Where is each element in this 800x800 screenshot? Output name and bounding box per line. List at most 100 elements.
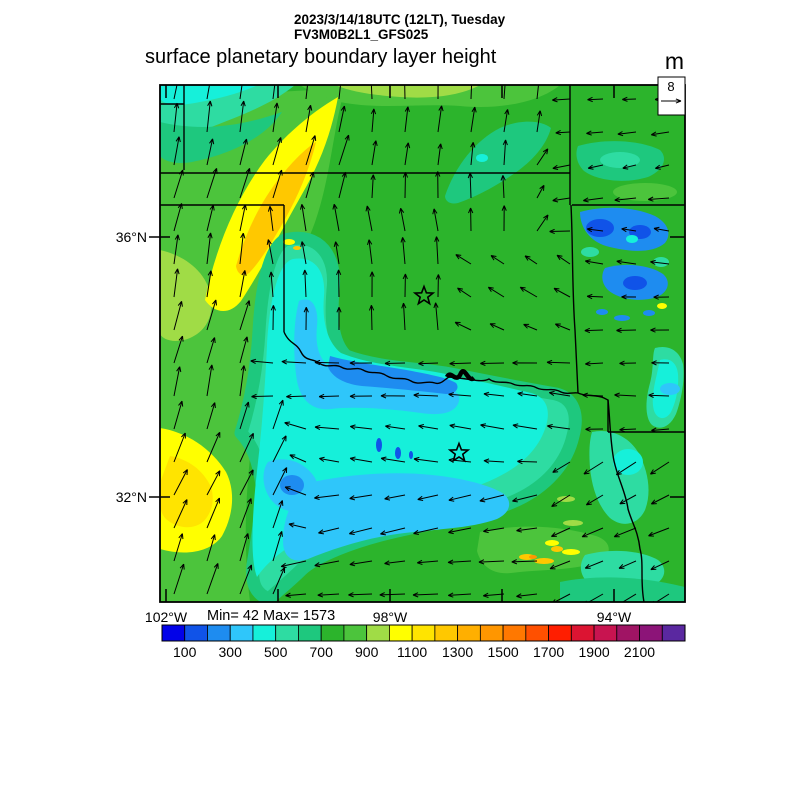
colorbar-tick-label: 300 <box>219 644 243 660</box>
wind-arrow-icon <box>349 527 373 535</box>
wind-arrow-icon <box>437 85 439 100</box>
wind-arrow-icon <box>348 592 373 598</box>
wind-arrow-icon <box>370 108 377 133</box>
wind-arrow-icon <box>524 255 538 265</box>
wind-arrow-icon <box>470 85 473 100</box>
wind-arrow-icon <box>272 435 287 463</box>
wind-arrow-icon <box>365 205 373 232</box>
wind-arrow-icon <box>650 131 670 137</box>
wind-arrow-icon <box>284 421 307 430</box>
wind-arrow-icon <box>448 527 472 535</box>
wind-arrow-icon <box>585 426 604 432</box>
wind-arrow-icon <box>555 129 571 136</box>
colorbar-tick-label: 900 <box>355 644 379 660</box>
wind-arrow-icon <box>349 494 373 501</box>
wind-arrow-icon <box>272 102 279 133</box>
state-border-line <box>607 399 645 602</box>
lon-label: 98°W <box>373 609 408 625</box>
wind-arrow-icon <box>272 137 282 166</box>
wind-arrow-icon <box>384 560 406 566</box>
pbl-fill-region-bottom-seagreen <box>560 577 685 602</box>
wind-arrow-icon <box>206 431 221 463</box>
wind-arrow-icon <box>584 259 604 265</box>
wind-arrow-icon <box>551 527 571 537</box>
map-area <box>149 84 686 603</box>
wind-arrow-icon <box>586 130 604 136</box>
pbl-fill-spot <box>596 309 608 315</box>
wind-arrow-icon <box>511 559 538 565</box>
wind-arrow-icon <box>553 287 571 298</box>
wind-arrow-icon <box>239 138 248 166</box>
wind-arrow-icon <box>622 96 637 102</box>
lat-label: 32°N <box>116 489 147 505</box>
wind-arrow-icon <box>619 494 637 505</box>
pbl-fill-spot <box>613 449 643 475</box>
wind-arrow-icon <box>239 432 254 463</box>
wind-arrow-icon <box>434 236 440 265</box>
wind-arrow-icon <box>302 269 308 298</box>
pbl-fill-spot <box>283 239 295 245</box>
wind-arrow-icon <box>285 592 307 598</box>
wind-arrow-icon <box>413 392 439 398</box>
wind-arrow-icon <box>512 423 538 430</box>
wind-arrow-icon <box>614 392 637 398</box>
pbl-fill-region-topleft-seagreen <box>160 112 282 164</box>
wind-arrow-icon <box>512 494 538 503</box>
footer-block: Min= 42 Max= 1573 <box>207 608 335 624</box>
colorbar-cell <box>570 624 595 642</box>
wind-arrow-icon <box>206 402 216 430</box>
colorbar-tick-label: 1300 <box>442 644 473 660</box>
pbl-fill-spot <box>613 183 677 201</box>
wind-arrow-icon <box>650 327 670 333</box>
wind-arrow-icon <box>338 134 350 166</box>
wind-arrow-icon <box>432 208 439 232</box>
wind-arrow-icon <box>349 456 373 463</box>
wind-arrow-icon <box>490 255 505 265</box>
wind-arrow-icon <box>206 364 214 397</box>
wind-arrow-icon <box>206 270 213 298</box>
model-run-label: FV3M0B2L1_GFS025 <box>294 27 429 42</box>
wind-arrow-icon <box>457 287 472 298</box>
pbl-fill-spot <box>476 154 488 162</box>
wind-arrow-icon <box>206 204 215 232</box>
wind-arrow-icon <box>412 592 439 598</box>
wind-arrow-icon <box>314 494 340 500</box>
wind-arrow-icon <box>349 393 373 399</box>
colorbar-cell <box>616 624 640 642</box>
pbl-fill-spot <box>545 540 559 546</box>
colorbar-cell <box>661 624 686 642</box>
wind-arrow-icon <box>332 203 340 232</box>
wind-arrow-icon <box>206 337 216 364</box>
wind-arrow-icon <box>467 172 473 199</box>
wind-arrow-icon <box>647 196 670 202</box>
wind-arrow-icon <box>270 305 276 331</box>
wind-arrow-icon <box>289 454 307 463</box>
lon-label: 102°W <box>145 609 188 625</box>
wind-arrow-icon <box>338 85 341 100</box>
wind-arrow-icon <box>500 175 506 199</box>
wind-arrow-icon <box>437 143 443 166</box>
pbl-fill-spot <box>534 558 554 564</box>
colorbar-tick-label: 500 <box>264 644 288 660</box>
pbl-fill-spot <box>551 546 563 552</box>
wind-arrow-icon <box>480 360 505 366</box>
wind-arrow-icon <box>551 494 571 507</box>
wind-arrow-icon <box>173 234 180 265</box>
wind-arrow-icon <box>655 164 670 170</box>
wind-arrow-icon <box>548 390 571 397</box>
wind-arrow-icon <box>468 207 474 232</box>
red-river-thick-segment <box>444 369 476 382</box>
wind-arrow-icon <box>516 527 538 533</box>
pbl-fill-spot <box>657 303 667 309</box>
state-borders <box>160 85 685 602</box>
wind-arrow-icon <box>621 226 637 233</box>
colorbar-cell <box>525 624 549 642</box>
wind-arrow-icon <box>369 271 375 298</box>
wind-arrow-icon <box>503 109 510 133</box>
wind-arrow-icon <box>173 366 182 397</box>
wind-arrow-icon <box>318 527 340 535</box>
wind-arrow-icon <box>586 227 604 233</box>
pbl-fill-spot <box>626 235 638 243</box>
wind-arrow-icon <box>418 360 439 367</box>
